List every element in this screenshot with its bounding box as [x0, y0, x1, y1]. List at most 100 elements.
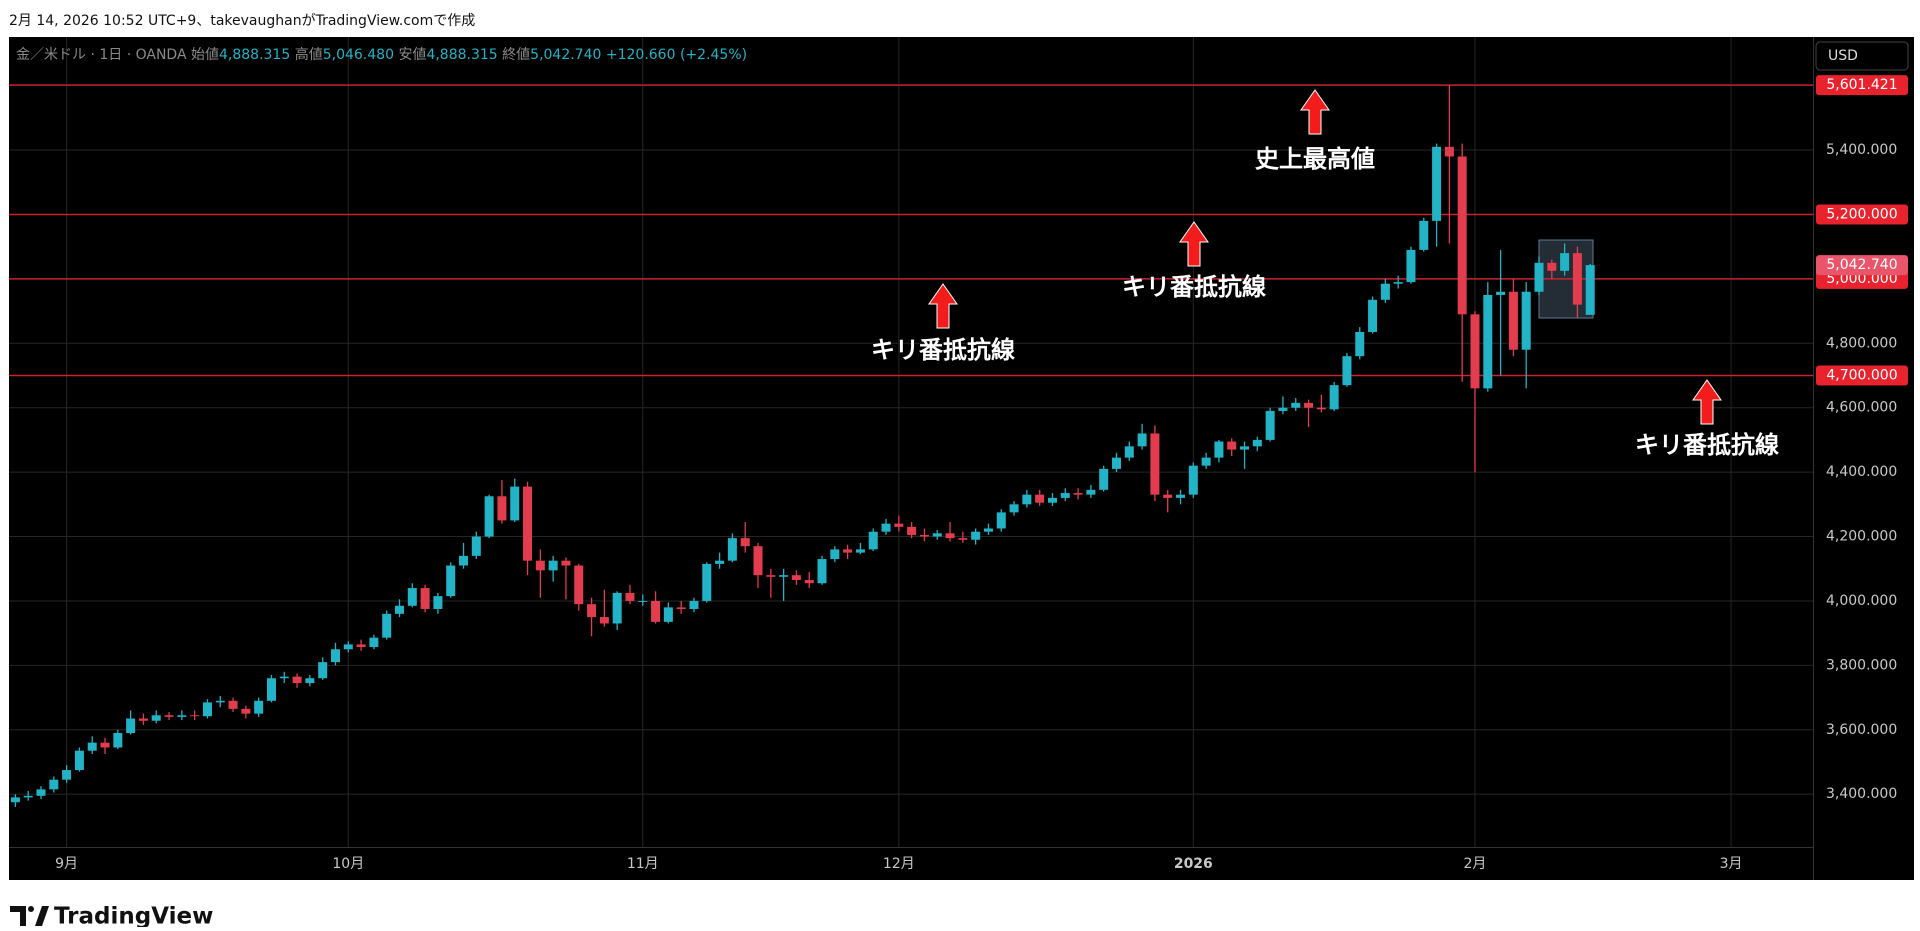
legend-label: 始値: [191, 47, 219, 63]
legend-change: +120.660 (+2.45%): [606, 47, 747, 63]
candle-body: [740, 538, 750, 547]
candle-body: [638, 600, 648, 602]
candle-body: [843, 549, 853, 553]
legend-value: 5,042.740: [530, 47, 601, 63]
y-tick-label: 3,800.000: [1826, 657, 1897, 673]
candle-body: [1240, 446, 1250, 450]
candle-body: [791, 575, 801, 581]
candle-body: [1150, 433, 1160, 495]
candle-body: [1368, 299, 1378, 333]
arrow: [1300, 89, 1330, 135]
candle-body: [971, 531, 981, 540]
candle-body: [433, 596, 443, 609]
candle-body: [1047, 497, 1057, 503]
candle-body: [100, 742, 110, 748]
candle-body: [1380, 283, 1390, 300]
candle-body: [1457, 156, 1467, 315]
x-tick-label: 11月: [627, 856, 659, 872]
candle-body: [1265, 410, 1275, 440]
y-tick-label: 5,400.000: [1826, 142, 1897, 158]
candle-body: [1291, 402, 1301, 408]
level-label-box: [1816, 365, 1908, 386]
candle-body: [689, 600, 699, 609]
candle-body: [612, 592, 622, 624]
arrow: [1692, 379, 1722, 425]
legend-label: 高値: [295, 46, 323, 63]
ohlc-legend: 金／米ドル · 1日 · OANDA 始値4,888.315 高値5,046.4…: [16, 46, 747, 63]
candle-body: [382, 613, 392, 638]
x-tick-label: 2026: [1174, 856, 1213, 872]
legend-label: 終値: [502, 47, 530, 63]
candle-body: [958, 538, 968, 540]
logo-text: TradingView: [54, 904, 213, 928]
legend-value: 5,046.480: [323, 47, 394, 63]
symbol: 金／米ドル · 1日 · OANDA: [16, 47, 187, 63]
candle-body: [766, 575, 776, 577]
candle-body: [651, 600, 661, 622]
level-label-box: [1816, 75, 1908, 96]
x-tick-label: 9月: [55, 856, 78, 872]
y-tick-label: 4,600.000: [1826, 400, 1897, 416]
candle-body: [266, 678, 276, 701]
level-label: 5,601.421: [1826, 77, 1897, 93]
candle-body: [1316, 407, 1326, 410]
arrow: [928, 283, 958, 329]
candle-body: [1419, 220, 1429, 250]
candle-body: [574, 565, 584, 605]
candle-body: [113, 732, 123, 748]
candle-body: [881, 523, 891, 532]
y-tick-label: 3,400.000: [1826, 786, 1897, 802]
annotation: キリ番抵抗線: [1635, 431, 1779, 459]
currency[interactable]: USD: [1828, 48, 1858, 64]
candle-body: [471, 536, 481, 556]
candle-body: [1496, 291, 1506, 295]
candle-body: [343, 644, 353, 650]
candle-body: [1201, 457, 1211, 466]
candle-body: [702, 563, 712, 601]
candle-body: [1342, 356, 1352, 386]
candle-body: [1585, 265, 1595, 315]
x-tick-label: 10月: [332, 856, 364, 872]
y-tick-label: 4,800.000: [1826, 335, 1897, 351]
last-price-box: [1816, 255, 1908, 276]
candle-body: [663, 607, 673, 622]
last-price-label: 5,042.740: [1826, 257, 1897, 273]
currency-button[interactable]: [1815, 41, 1909, 71]
candle-body: [1124, 446, 1134, 458]
candle-body: [523, 486, 533, 561]
candle-body: [996, 512, 1006, 529]
candle-body: [126, 718, 136, 733]
candle-body: [1547, 262, 1557, 271]
candle-body: [49, 779, 59, 790]
candle-body: [330, 649, 340, 663]
candle-body: [1214, 441, 1224, 458]
candle-body: [868, 531, 878, 550]
candle-body: [215, 700, 225, 703]
candle-body: [907, 526, 917, 535]
y-tick-label: 4,200.000: [1826, 529, 1897, 545]
candle-body: [779, 575, 789, 577]
candle-body: [407, 588, 417, 606]
candle-body: [62, 770, 72, 780]
level-label: 4,700.000: [1826, 367, 1897, 383]
annotation: キリ番抵抗線: [871, 336, 1015, 364]
candle-body: [1073, 493, 1083, 495]
candle-body: [164, 715, 174, 717]
logo-icon: [35, 906, 49, 926]
annotation: 史上最高値: [1255, 145, 1375, 173]
level-label: 5,200.000: [1826, 206, 1897, 222]
candle-body: [305, 678, 315, 684]
candle-body: [1163, 494, 1173, 498]
candle-body: [1060, 493, 1070, 498]
candle-body: [510, 486, 520, 521]
candle-body: [1035, 494, 1045, 503]
candle-body: [1227, 441, 1237, 450]
candle-body: [241, 708, 251, 714]
candle-body: [87, 742, 97, 751]
x-tick-label: 12月: [883, 856, 915, 872]
y-tick-label: 4,000.000: [1826, 593, 1897, 609]
candle-body: [23, 795, 33, 798]
arrow: [1179, 221, 1209, 267]
candle-body: [1278, 407, 1288, 411]
candle-body: [10, 797, 20, 803]
